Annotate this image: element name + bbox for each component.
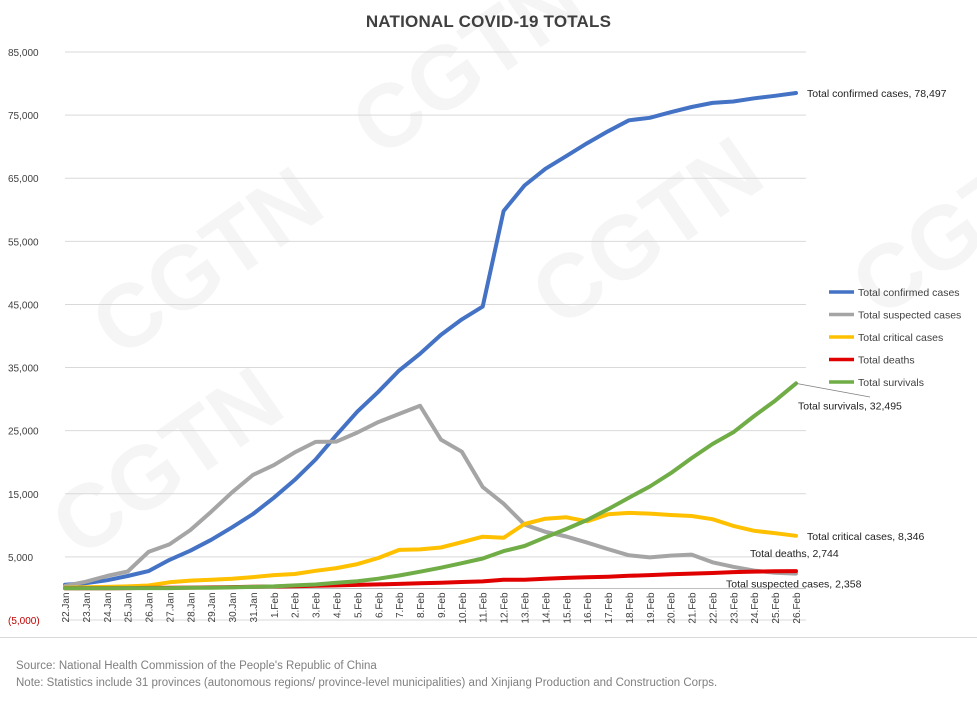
x-tick-label: 26.Jan xyxy=(145,592,156,622)
series-line-total-survivals xyxy=(63,381,798,591)
watermark-text: CGTN xyxy=(834,108,977,336)
watermark-text: CGTN xyxy=(514,118,780,346)
gridlines xyxy=(65,51,806,621)
x-tick-label: 25.Jan xyxy=(124,592,135,622)
x-tick-label: 21.Feb xyxy=(688,592,699,624)
x-axis-ticks: 22.Jan 23.Jan 24.Jan 25.Jan 26.Jan 27.Jan 28.J… xyxy=(61,592,803,624)
end-annotations: Total confirmed cases, 78,497 Total survi… xyxy=(726,88,947,591)
x-tick-label: 18.Feb xyxy=(625,592,636,624)
y-tick-label: 65,000 xyxy=(8,174,39,185)
y-tick-label: 25,000 xyxy=(8,427,39,438)
legend-label: Total suspected cases xyxy=(858,310,961,322)
x-tick-label: 3.Feb xyxy=(312,592,323,618)
y-tick-label: 5,000 xyxy=(8,553,33,564)
annotation-label: Total confirmed cases, 78,497 xyxy=(807,88,947,100)
x-tick-label: 10.Feb xyxy=(458,592,469,624)
legend-label: Total confirmed cases xyxy=(858,287,960,299)
x-tick-label: 11.Feb xyxy=(479,592,490,623)
x-tick-label: 1.Feb xyxy=(270,592,281,618)
x-tick-label: 9.Feb xyxy=(437,592,448,618)
x-tick-label: 23.Jan xyxy=(82,592,93,622)
watermark-text: CGTN xyxy=(74,148,340,376)
annotation-label: Total deaths, 2,744 xyxy=(750,548,839,560)
x-tick-label: 30.Jan xyxy=(228,592,239,622)
series-line-total-suspected-cases xyxy=(63,403,798,588)
x-tick-label: 28.Jan xyxy=(186,592,197,622)
y-tick-label: 35,000 xyxy=(8,364,39,375)
annotation-label: Total suspected cases, 2,358 xyxy=(726,579,862,591)
x-tick-label: 19.Feb xyxy=(646,592,657,624)
x-tick-label: 25.Feb xyxy=(771,592,782,624)
y-tick-label: 15,000 xyxy=(8,490,39,501)
legend-label: Total deaths xyxy=(858,355,915,367)
x-tick-label: 29.Jan xyxy=(207,592,218,622)
x-tick-label: 12.Feb xyxy=(500,592,511,624)
x-tick-label: 20.Feb xyxy=(667,592,678,624)
series-line-total-confirmed-cases xyxy=(63,91,798,587)
watermark-text: CGTN xyxy=(34,348,300,576)
series-line-total-critical-cases xyxy=(63,510,798,590)
legend: Total confirmed cases Total suspected cas… xyxy=(829,287,961,389)
legend-label: Total critical cases xyxy=(858,332,943,344)
y-tick-label: 45,000 xyxy=(8,300,39,311)
x-tick-label: 6.Feb xyxy=(374,592,385,618)
x-tick-label: 22.Feb xyxy=(708,592,719,624)
y-tick-label: 85,000 xyxy=(8,48,39,59)
x-tick-label: 31.Jan xyxy=(249,592,260,622)
source-note: Source: National Health Commission of th… xyxy=(16,660,377,672)
statistics-note: Note: Statistics include 31 provinces (a… xyxy=(16,677,718,689)
x-tick-label: 2.Feb xyxy=(291,592,302,618)
legend-label: Total survivals xyxy=(858,377,924,389)
x-tick-label: 22.Jan xyxy=(61,592,72,622)
x-tick-label: 27.Jan xyxy=(165,592,176,622)
x-tick-label: 24.Feb xyxy=(750,592,761,624)
x-tick-label: 17.Feb xyxy=(604,592,615,624)
x-tick-label: 4.Feb xyxy=(333,592,344,618)
annotation-leader xyxy=(795,382,871,398)
chart-title: NATIONAL COVID-19 TOTALS xyxy=(365,12,612,31)
x-tick-label: 14.Feb xyxy=(541,592,552,624)
x-tick-label: 15.Feb xyxy=(562,592,573,624)
annotation-label: Total survivals, 32,495 xyxy=(798,400,902,412)
x-tick-label: 8.Feb xyxy=(416,592,427,618)
y-axis-ticks: 85,000 75,000 65,000 55,000 45,000 35,000 25,0… xyxy=(8,48,40,627)
x-tick-label: 5.Feb xyxy=(353,592,364,618)
annotation-label: Total critical cases, 8,346 xyxy=(807,531,924,543)
series-line-total-deaths xyxy=(63,569,798,591)
chart-frame xyxy=(0,637,977,638)
y-tick-label: (5,000) xyxy=(8,616,40,627)
x-tick-label: 13.Feb xyxy=(520,592,531,624)
x-tick-label: 16.Feb xyxy=(583,592,594,624)
x-tick-label: 7.Feb xyxy=(395,592,406,618)
series-lines xyxy=(63,91,798,591)
x-tick-label: 23.Feb xyxy=(729,592,740,624)
watermark-text: CGTN xyxy=(334,0,600,176)
x-tick-label: 24.Jan xyxy=(103,592,114,622)
y-tick-label: 75,000 xyxy=(8,111,39,122)
line-chart: CGTNCGTNCGTNCGTNCGTN 85,00075,00065,0005… xyxy=(8,0,977,627)
y-tick-label: 55,000 xyxy=(8,237,39,248)
x-tick-label: 26.Feb xyxy=(792,592,803,624)
watermark-layer: CGTNCGTNCGTNCGTNCGTN xyxy=(34,0,977,576)
